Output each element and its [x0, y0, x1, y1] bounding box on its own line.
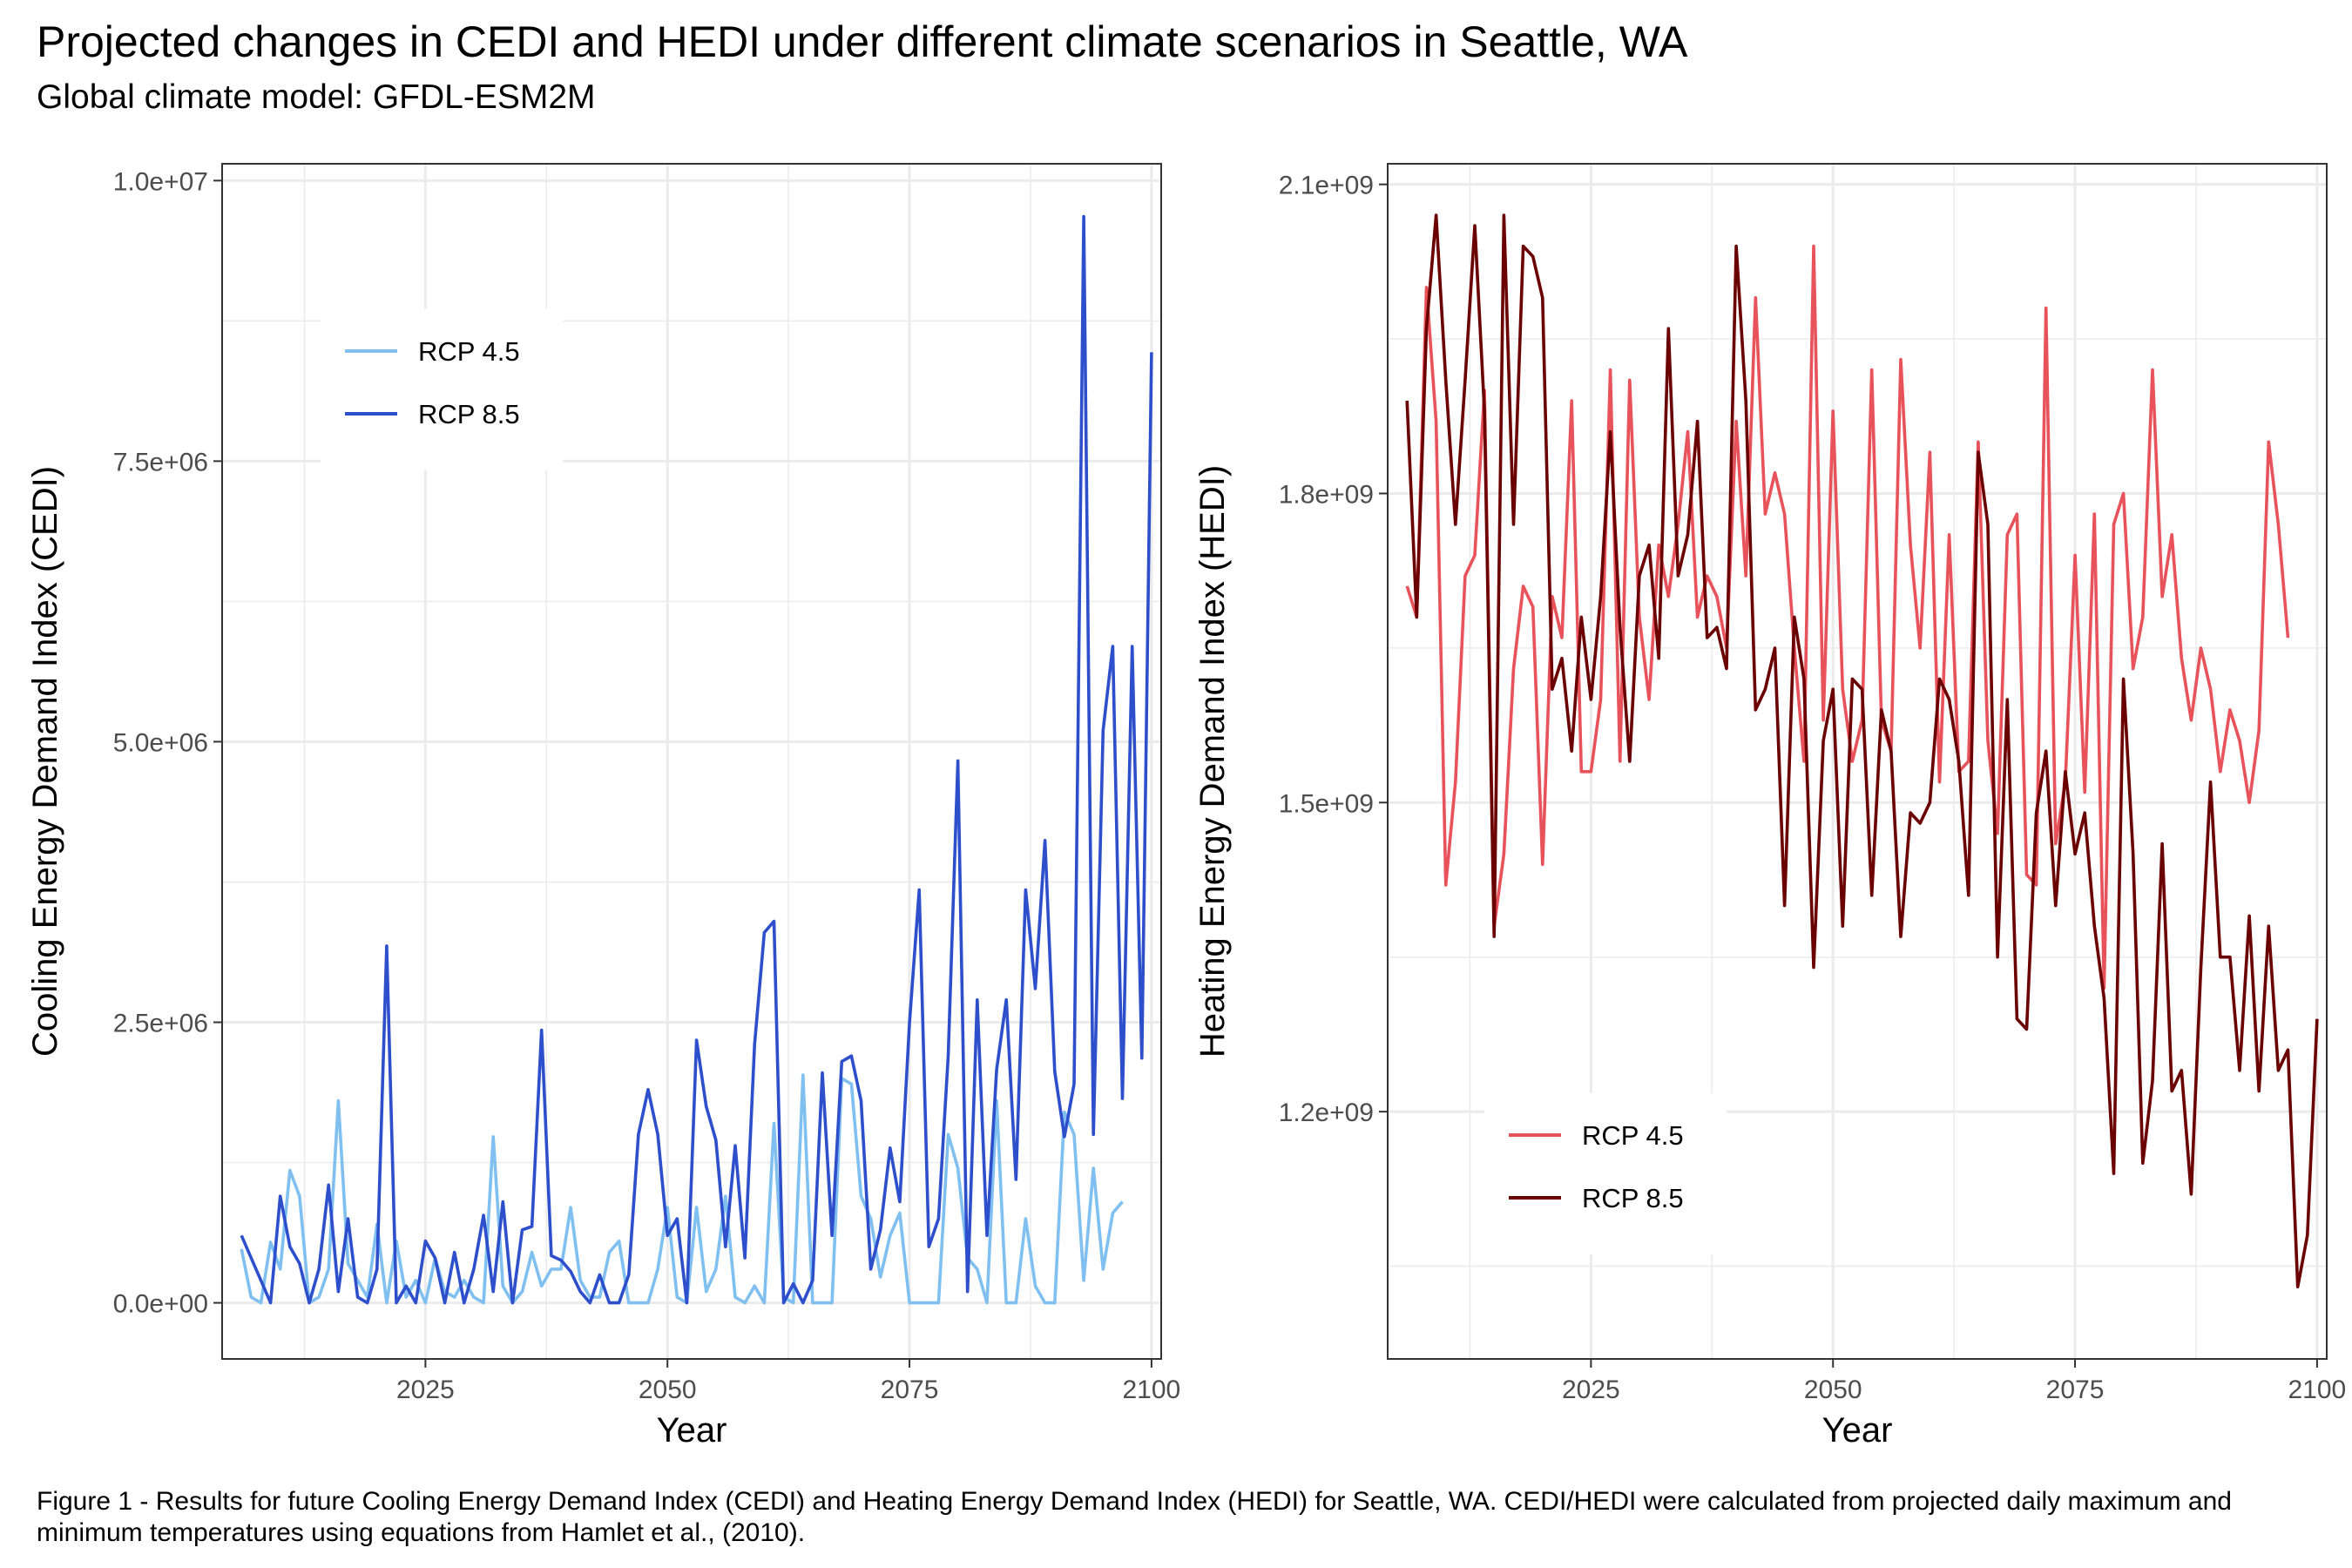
legend: RCP 4.5 RCP 8.5 [321, 309, 563, 470]
figure-title: Projected changes in CEDI and HEDI under… [37, 17, 1688, 66]
x-tick-label: 2100 [1123, 1375, 1181, 1404]
y-axis-title: Cooling Energy Demand Index (CEDI) [26, 466, 64, 1057]
y-tick-label: 7.5e+06 [113, 448, 208, 476]
y-tick-label: 0.0e+00 [113, 1290, 208, 1319]
legend-background [1484, 1093, 1727, 1254]
x-tick-label: 2075 [2046, 1375, 2105, 1404]
legend-label-rcp45: RCP 4.5 [418, 336, 520, 367]
x-tick-label: 2100 [2288, 1375, 2347, 1404]
series-line-rcp85 [240, 214, 1153, 1305]
x-axis-title: Year [1822, 1411, 1893, 1450]
y-tick-label: 2.1e+09 [1279, 172, 1374, 200]
legend: RCP 4.5 RCP 8.5 [1484, 1093, 1727, 1254]
legend-label-rcp45: RCP 4.5 [1582, 1120, 1684, 1151]
x-tick-label: 2025 [396, 1375, 455, 1404]
plot-border [221, 163, 1162, 1360]
series-line-rcp45 [240, 1073, 1124, 1305]
y-tick-label: 1.8e+09 [1279, 480, 1374, 509]
legend-label-rcp85: RCP 8.5 [1582, 1183, 1684, 1213]
figure-subtitle: Global climate model: GFDL-ESM2M [37, 78, 596, 116]
legend-label-rcp85: RCP 8.5 [418, 399, 520, 429]
x-tick-label: 2050 [1804, 1375, 1862, 1404]
plot-border [1387, 163, 2328, 1360]
x-tick-label: 2025 [1562, 1375, 1620, 1404]
legend-background [321, 309, 563, 470]
y-tick-label: 2.5e+06 [113, 1010, 208, 1038]
series-line-rcp45 [1405, 244, 2290, 990]
y-tick-label: 5.0e+06 [113, 728, 208, 757]
y-tick-label: 1.0e+07 [113, 167, 208, 196]
x-tick-label: 2075 [881, 1375, 939, 1404]
x-axis-title: Year [657, 1411, 727, 1450]
x-tick-label: 2050 [639, 1375, 697, 1404]
figure-caption: Figure 1 - Results for future Cooling En… [37, 1487, 2232, 1547]
y-tick-label: 1.5e+09 [1279, 789, 1374, 818]
hedi-chart-panel: 1.2e+09 1.5e+09 1.8e+09 2.1e+09 2025 2050 2075… [1193, 163, 2347, 1450]
y-axis-title: Heating Energy Demand Index (HEDI) [1193, 465, 1232, 1058]
cedi-chart-panel: 0.0e+00 2.5e+06 5.0e+06 7.5e+06 1.0e+07 2025 2… [26, 163, 1181, 1450]
y-tick-label: 1.2e+09 [1279, 1098, 1374, 1127]
series-line-rcp85 [1405, 213, 2319, 1288]
